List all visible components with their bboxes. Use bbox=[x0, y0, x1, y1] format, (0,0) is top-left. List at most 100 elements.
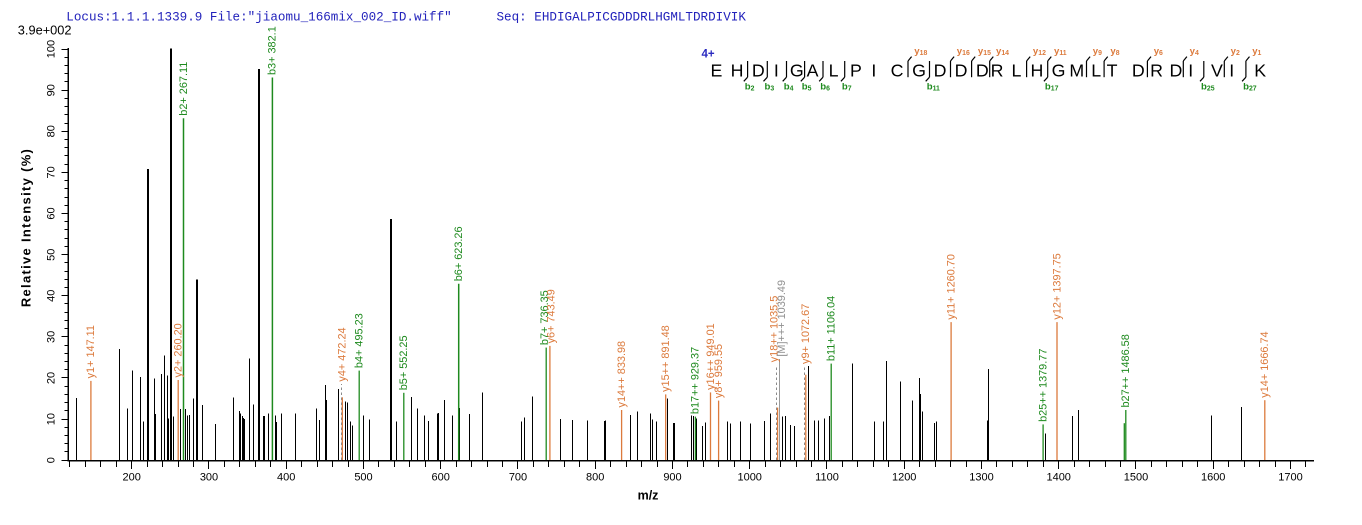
svg-text:b4+ 495.23: b4+ 495.23 bbox=[354, 313, 366, 368]
svg-text:b11: b11 bbox=[927, 81, 940, 92]
svg-text:50: 50 bbox=[46, 249, 58, 261]
svg-text:b2+ 267.11: b2+ 267.11 bbox=[178, 62, 190, 116]
svg-text:300: 300 bbox=[200, 471, 218, 483]
svg-text:L: L bbox=[1091, 61, 1101, 81]
svg-text:y18: y18 bbox=[914, 46, 927, 57]
svg-text:b5: b5 bbox=[802, 81, 812, 92]
svg-text:1600: 1600 bbox=[1201, 471, 1225, 483]
svg-text:b27: b27 bbox=[1243, 81, 1257, 92]
svg-text:80: 80 bbox=[46, 125, 58, 137]
svg-text:y2+ 260.20: y2+ 260.20 bbox=[173, 323, 185, 377]
svg-text:C: C bbox=[891, 61, 904, 81]
svg-text:E: E bbox=[710, 61, 722, 81]
svg-text:I: I bbox=[871, 61, 876, 81]
svg-text:b11+ 1106.04: b11+ 1106.04 bbox=[826, 296, 838, 361]
svg-text:G: G bbox=[790, 61, 804, 81]
svg-text:30: 30 bbox=[46, 331, 58, 343]
svg-text:Seq: EHDIGALPICGDDDRLHGMLTDRDI: Seq: EHDIGALPICGDDDRLHGMLTDRDIVIK bbox=[497, 11, 747, 25]
svg-text:y1+ 147.11: y1+ 147.11 bbox=[85, 325, 97, 378]
svg-text:700: 700 bbox=[509, 471, 527, 483]
svg-text:y6: y6 bbox=[1154, 46, 1163, 57]
svg-text:Locus:1.1.1.1339.9 File:"jiaom: Locus:1.1.1.1339.9 File:"jiaomu_166mix_0… bbox=[66, 11, 451, 25]
svg-text:y9+ 1072.67: y9+ 1072.67 bbox=[800, 304, 812, 364]
svg-text:D: D bbox=[955, 61, 968, 81]
svg-text:y4: y4 bbox=[1190, 46, 1199, 57]
svg-text:y11+ 1260.70: y11+ 1260.70 bbox=[945, 254, 957, 320]
svg-text:b6+ 623.26: b6+ 623.26 bbox=[453, 226, 465, 281]
svg-text:M: M bbox=[1069, 61, 1084, 81]
svg-text:y11: y11 bbox=[1054, 46, 1067, 57]
svg-text:b6: b6 bbox=[820, 81, 830, 92]
svg-text:4+: 4+ bbox=[702, 49, 715, 61]
svg-text:I: I bbox=[1188, 61, 1193, 81]
svg-text:I: I bbox=[1229, 61, 1234, 81]
svg-text:400: 400 bbox=[277, 471, 295, 483]
svg-text:b3: b3 bbox=[765, 81, 775, 92]
svg-text:y14: y14 bbox=[996, 46, 1009, 57]
svg-text:1500: 1500 bbox=[1124, 471, 1148, 483]
svg-text:800: 800 bbox=[586, 471, 604, 483]
svg-text:y16++ 949.01: y16++ 949.01 bbox=[705, 323, 717, 390]
svg-text:b17: b17 bbox=[1045, 81, 1059, 92]
svg-text:D: D bbox=[934, 61, 947, 81]
svg-text:b3+ 382.1: b3+ 382.1 bbox=[267, 26, 279, 75]
svg-text:10: 10 bbox=[46, 413, 58, 425]
svg-text:20: 20 bbox=[46, 372, 58, 384]
svg-text:y15: y15 bbox=[978, 46, 991, 57]
svg-text:I: I bbox=[774, 61, 779, 81]
svg-text:y12+ 1397.75: y12+ 1397.75 bbox=[1051, 253, 1063, 319]
svg-text:b25: b25 bbox=[1201, 81, 1215, 92]
svg-text:y12: y12 bbox=[1033, 46, 1046, 57]
svg-text:L: L bbox=[829, 61, 839, 81]
svg-text:D: D bbox=[1132, 61, 1145, 81]
svg-text:70: 70 bbox=[46, 166, 58, 178]
svg-text:200: 200 bbox=[123, 471, 141, 483]
svg-text:100: 100 bbox=[46, 40, 58, 58]
svg-text:H: H bbox=[731, 61, 744, 81]
svg-text:G: G bbox=[912, 61, 926, 81]
svg-text:600: 600 bbox=[432, 471, 450, 483]
svg-text:y2: y2 bbox=[1231, 46, 1240, 57]
svg-text:90: 90 bbox=[46, 84, 58, 96]
svg-text:y14+ 1666.74: y14+ 1666.74 bbox=[1259, 331, 1271, 397]
svg-text:D: D bbox=[976, 61, 989, 81]
svg-text:y15++ 891.48: y15++ 891.48 bbox=[660, 325, 672, 392]
svg-text:b7: b7 bbox=[842, 81, 852, 92]
svg-text:1700: 1700 bbox=[1278, 471, 1302, 483]
svg-text:D: D bbox=[752, 61, 765, 81]
svg-text:H: H bbox=[1030, 61, 1043, 81]
svg-text:1100: 1100 bbox=[815, 471, 839, 483]
svg-text:b27++ 1486.58: b27++ 1486.58 bbox=[1120, 334, 1132, 407]
svg-text:K: K bbox=[1254, 61, 1266, 81]
svg-text:y4+ 472.24: y4+ 472.24 bbox=[337, 327, 349, 381]
svg-text:y8+ 959.55: y8+ 959.55 bbox=[713, 344, 725, 398]
svg-text:m/z: m/z bbox=[638, 489, 659, 503]
svg-text:40: 40 bbox=[46, 290, 58, 302]
svg-text:y1: y1 bbox=[1252, 46, 1261, 57]
svg-text:A: A bbox=[807, 61, 819, 81]
svg-text:[M]+++ 1039.49: [M]+++ 1039.49 bbox=[776, 280, 788, 357]
svg-text:1400: 1400 bbox=[1046, 471, 1070, 483]
svg-text:b17++ 929.37: b17++ 929.37 bbox=[690, 347, 702, 414]
svg-text:500: 500 bbox=[354, 471, 372, 483]
svg-text:b5+ 552.25: b5+ 552.25 bbox=[398, 335, 410, 390]
svg-text:y8: y8 bbox=[1110, 46, 1119, 57]
svg-text:R: R bbox=[1150, 61, 1163, 81]
svg-text:y9: y9 bbox=[1093, 46, 1102, 57]
svg-text:y16: y16 bbox=[957, 46, 970, 57]
svg-text:G: G bbox=[1052, 61, 1066, 81]
svg-text:3.9e+002: 3.9e+002 bbox=[18, 23, 72, 38]
svg-text:R: R bbox=[991, 61, 1004, 81]
svg-text:1000: 1000 bbox=[737, 471, 761, 483]
svg-text:1300: 1300 bbox=[969, 471, 993, 483]
svg-text:0: 0 bbox=[46, 457, 58, 463]
svg-text:b4: b4 bbox=[784, 81, 794, 92]
svg-text:y14++ 833.98: y14++ 833.98 bbox=[616, 341, 628, 408]
svg-text:b2: b2 bbox=[745, 81, 755, 92]
svg-text:60: 60 bbox=[46, 207, 58, 219]
svg-text:D: D bbox=[1169, 61, 1182, 81]
svg-text:1200: 1200 bbox=[892, 471, 916, 483]
svg-text:L: L bbox=[1011, 61, 1021, 81]
svg-text:T: T bbox=[1107, 61, 1118, 81]
svg-text:900: 900 bbox=[663, 471, 681, 483]
